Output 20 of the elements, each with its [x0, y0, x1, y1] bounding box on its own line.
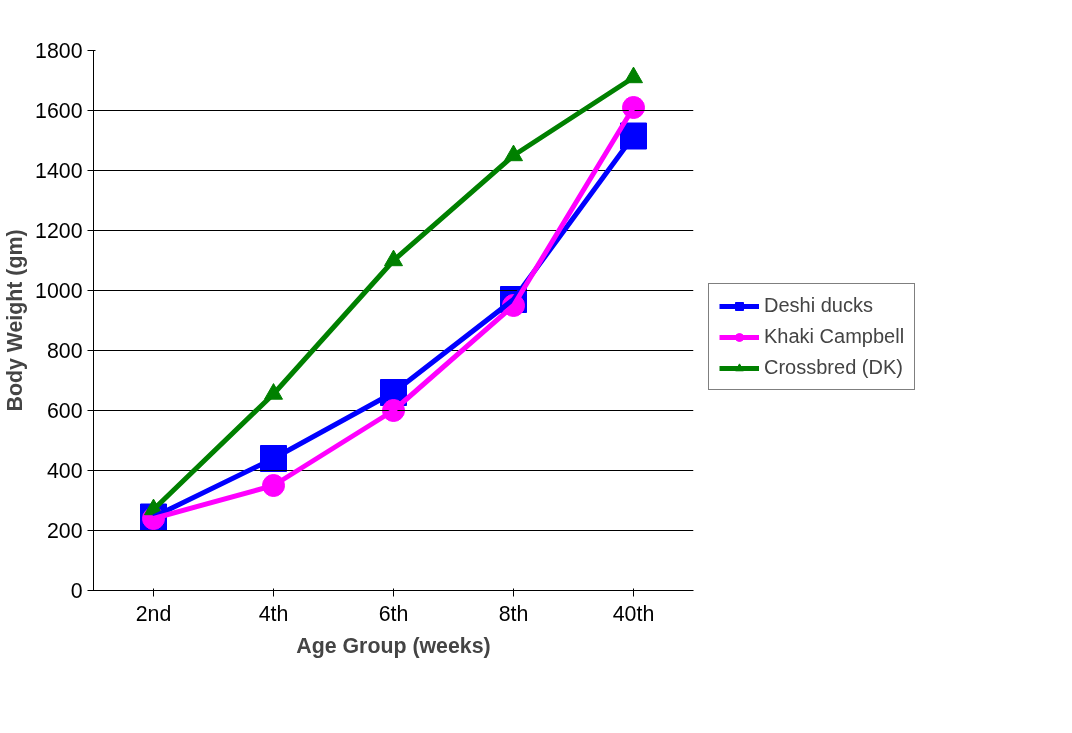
y-axis-title: Body Weight (gm)	[3, 229, 28, 412]
x-tick-label: 4th	[258, 601, 289, 626]
y-tick-label: 1200	[35, 219, 83, 243]
y-tick-label: 600	[46, 399, 83, 423]
x-axis-title: Age Group (weeks)	[296, 633, 491, 658]
legend-label: Crossbred (DK)	[764, 356, 903, 379]
y-tick-label: 1400	[35, 159, 83, 183]
y-tick-label: 1800	[35, 39, 83, 63]
x-tick-label: 8th	[498, 601, 529, 626]
y-tick-label: 800	[46, 339, 83, 363]
x-tick-label: 2nd	[135, 601, 172, 626]
legend-label: Khaki Campbell	[764, 325, 905, 348]
x-tick-label: 40th	[612, 601, 655, 626]
y-tick-label: 1000	[35, 279, 83, 303]
y-tick-label: 400	[46, 459, 83, 483]
y-tick-label: 0	[70, 579, 83, 603]
legend-label: Deshi ducks	[764, 294, 873, 317]
x-tick-label: 6th	[378, 601, 409, 626]
y-tick-label: 1600	[35, 99, 83, 123]
y-tick-label: 200	[46, 519, 83, 543]
